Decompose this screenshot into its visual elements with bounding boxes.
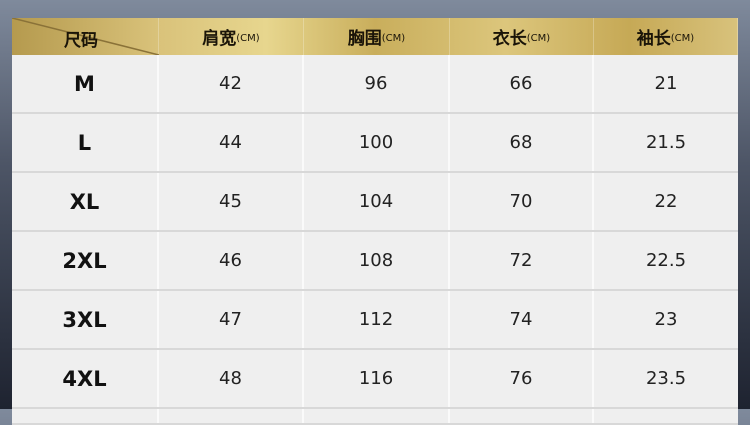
measurement-cell: 112	[304, 291, 450, 348]
measurement-cell: 44	[159, 114, 304, 171]
header-shoulder: 肩宽 (CM)	[159, 18, 304, 55]
header-label: 肩宽	[202, 29, 237, 49]
size-cell: 4XL	[12, 350, 159, 407]
cell	[12, 409, 159, 423]
table-row: XL 45 104 70 22	[12, 173, 738, 232]
header-unit: (CM)	[236, 33, 260, 44]
size-cell: 3XL	[12, 291, 159, 348]
measurement-cell: 21	[654, 73, 678, 94]
measurement-cell: 23.5	[645, 368, 687, 389]
cell	[304, 409, 450, 423]
header-label: 胸围	[347, 29, 382, 49]
size-cell: 2XL	[12, 232, 159, 289]
measurement-cell: 22	[654, 191, 678, 212]
header-label: 衣长	[492, 29, 527, 49]
size-cell: M	[12, 55, 159, 112]
size-chart-table: 尺码 肩宽 (CM) 胸围 (CM) 衣长 (CM) 袖长 (CM) M 42 96 66 21…	[12, 18, 738, 425]
header-label: 袖长	[636, 29, 671, 49]
size-cell: XL	[12, 173, 159, 230]
measurement-cell: 42	[159, 55, 304, 112]
header-unit: (CM)	[526, 33, 551, 44]
measurement-cell: 66	[450, 55, 594, 112]
measurement-cell: 47	[159, 291, 304, 348]
measurement-cell: 72	[450, 232, 594, 289]
measurement-cell: 108	[304, 232, 450, 289]
size-cell: L	[12, 114, 159, 171]
header-sleeve: 袖长 (CM)	[594, 18, 738, 55]
header-length: 衣长 (CM)	[450, 18, 594, 55]
measurement-cell: 68	[450, 114, 594, 171]
table-row: 3XL 47 112 74 23	[12, 291, 738, 350]
measurement-cell: 96	[304, 55, 450, 112]
cell	[594, 409, 738, 423]
cell	[159, 409, 304, 423]
table-row-partial	[12, 409, 738, 425]
measurement-cell: 22.5	[645, 250, 687, 271]
measurement-cell: 23	[654, 309, 678, 330]
table-row: M 42 96 66 21	[12, 55, 738, 114]
header-size: 尺码	[12, 18, 159, 55]
measurement-cell: 70	[450, 173, 594, 230]
measurement-cell: 48	[159, 350, 304, 407]
table-row: L 44 100 68 21.5	[12, 114, 738, 173]
measurement-cell: 46	[159, 232, 304, 289]
header-row: 尺码 肩宽 (CM) 胸围 (CM) 衣长 (CM) 袖长 (CM)	[12, 18, 738, 55]
measurement-cell: 116	[304, 350, 450, 407]
header-unit: (CM)	[381, 33, 406, 44]
measurement-cell: 76	[450, 350, 594, 407]
measurement-cell: 104	[304, 173, 450, 230]
diagonal-divider	[12, 18, 159, 55]
header-chest: 胸围 (CM)	[304, 18, 450, 55]
measurement-cell: 100	[304, 114, 450, 171]
table-row: 2XL 46 108 72 22.5	[12, 232, 738, 291]
measurement-cell: 74	[450, 291, 594, 348]
header-unit: (CM)	[670, 33, 695, 44]
table-row: 4XL 48 116 76 23.5	[12, 350, 738, 409]
header-label: 尺码	[64, 31, 98, 51]
measurement-cell: 45	[159, 173, 304, 230]
cell	[450, 409, 594, 423]
measurement-cell: 21.5	[645, 132, 687, 153]
